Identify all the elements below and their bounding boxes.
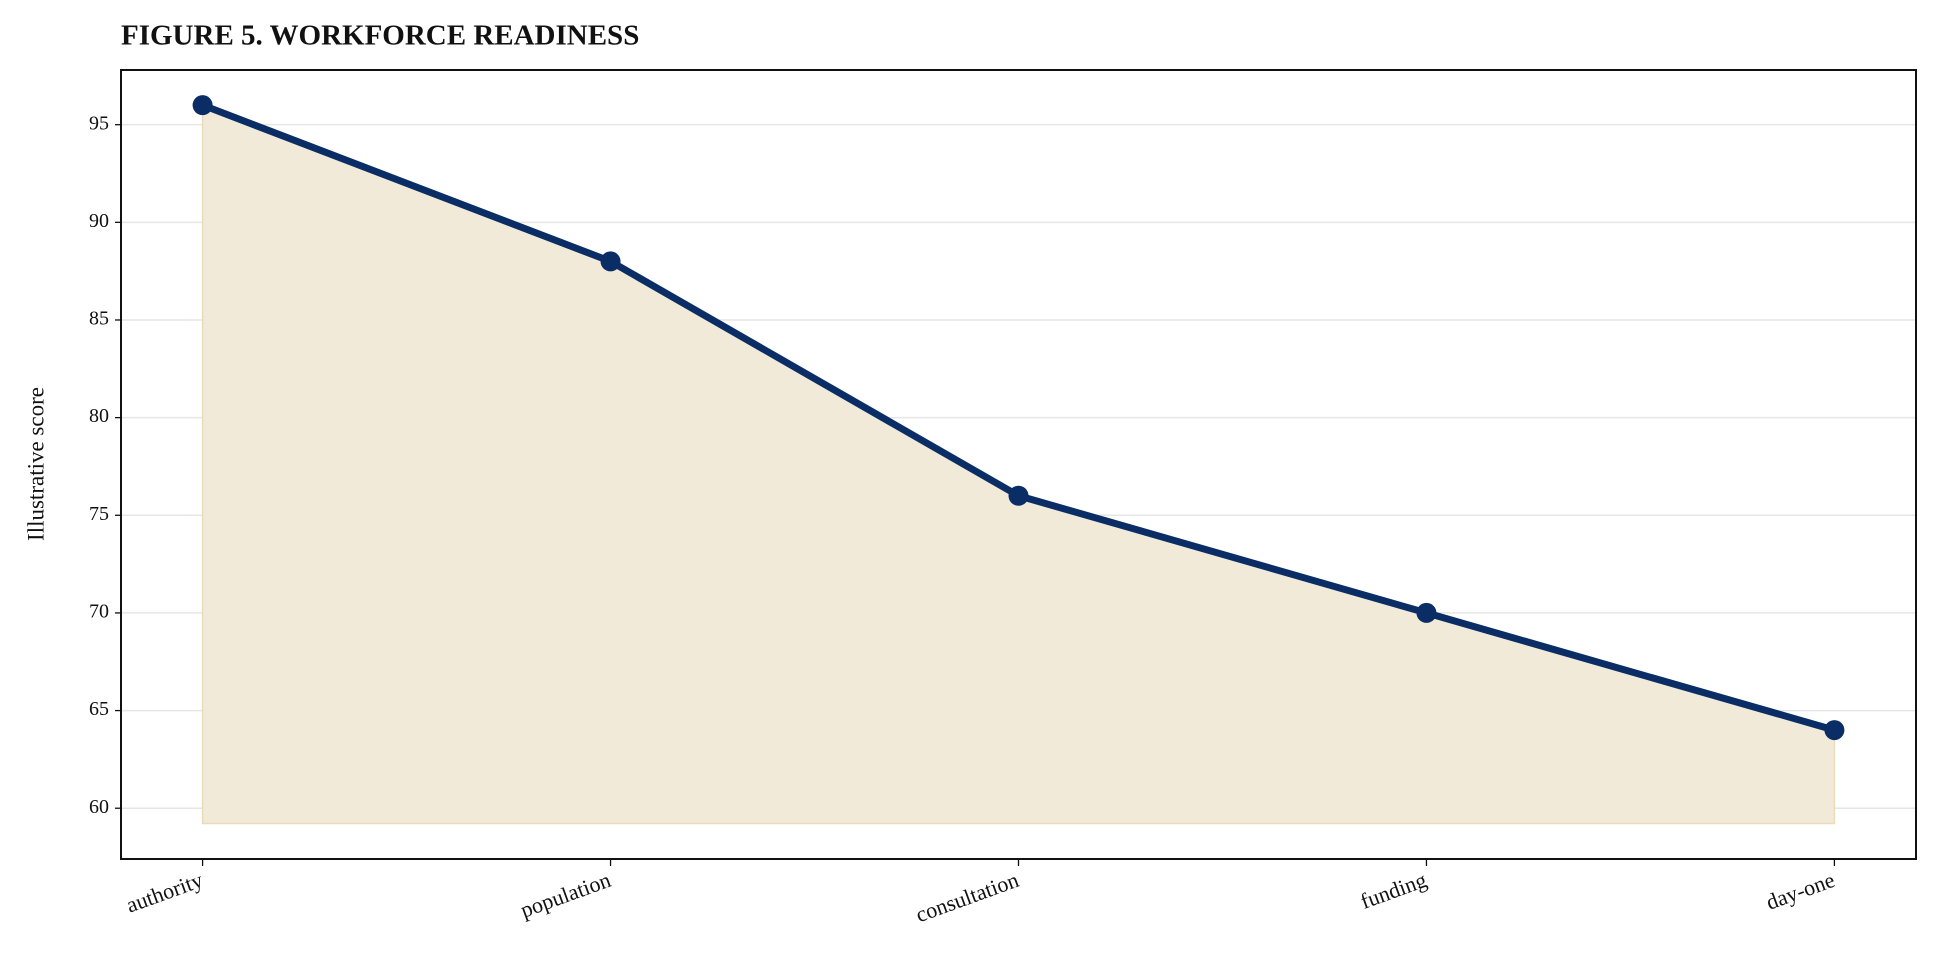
- y-tick-label: 95: [89, 112, 109, 134]
- y-tick-label: 90: [89, 210, 109, 232]
- y-tick-label: 70: [89, 601, 109, 623]
- point: [1008, 485, 1029, 506]
- y-tick-label: 75: [89, 503, 109, 525]
- area: [201, 104, 1836, 825]
- point: [192, 95, 213, 116]
- x-tick-label: funding: [1357, 867, 1430, 914]
- point: [600, 251, 621, 272]
- y-tick-label: 80: [89, 405, 109, 427]
- point: [1824, 720, 1845, 741]
- x-tick-label: day-one: [1763, 867, 1838, 915]
- x-tick-label: authority: [123, 867, 206, 918]
- y-tick-label: 85: [89, 308, 109, 330]
- x-tick-label: consultation: [912, 867, 1022, 927]
- y-axis-label: Illustrative score: [23, 387, 48, 541]
- y-tick-label: 65: [89, 698, 109, 720]
- chart-title: FIGURE 5. WORKFORCE READINESS: [121, 20, 639, 52]
- point: [1416, 602, 1437, 623]
- y-tick-label: 60: [89, 796, 109, 818]
- x-tick-label: population: [517, 867, 614, 923]
